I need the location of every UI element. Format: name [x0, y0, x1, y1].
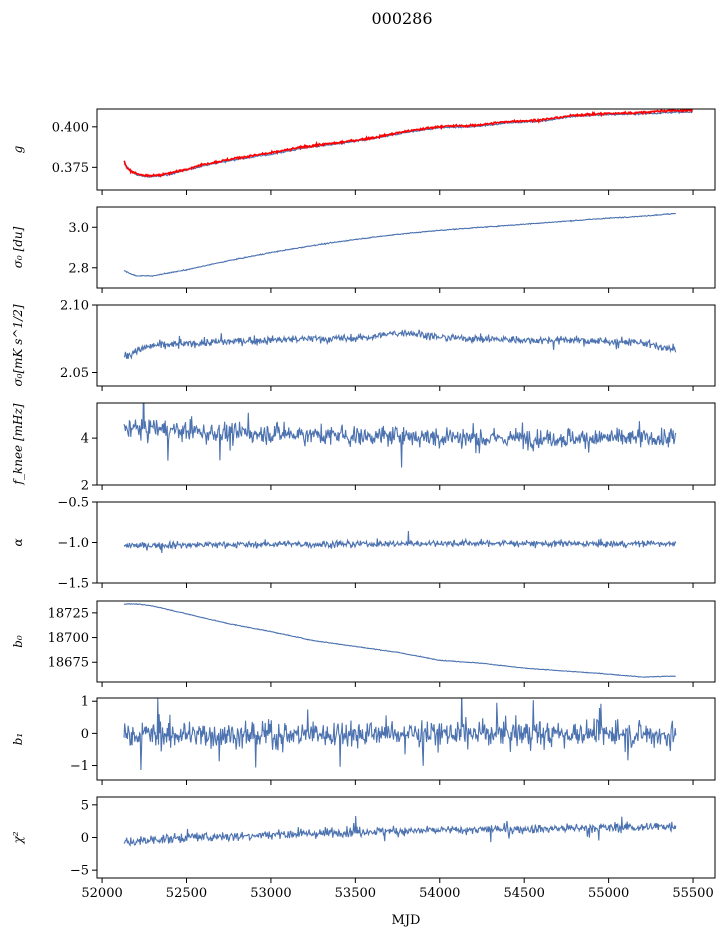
series-line	[123, 110, 693, 178]
y-tick-label: 2.8	[68, 261, 89, 276]
panel-2: 2.8 3.0 σ₀ [du]	[11, 206, 716, 293]
y-tick-label: −1.5	[57, 577, 89, 592]
x-tick-label: 54500	[504, 886, 545, 901]
y-tick-label: 18700	[48, 631, 89, 646]
axes-frame	[96, 402, 716, 486]
y-tick-label: 0.375	[52, 161, 89, 176]
axes-frame	[96, 108, 716, 191]
y-tick-label: 0	[81, 727, 89, 742]
y-tick-label: 2	[81, 479, 89, 494]
axes-frame	[96, 600, 716, 683]
panel-5: −1.5 −1.0 −0.5 α	[11, 496, 716, 592]
y-tick-label: −1.0	[57, 536, 89, 551]
series-line	[123, 109, 693, 178]
panel-3: 2.05 2.10 σ₀[mK s^1/2]	[11, 299, 716, 391]
y-axis-label: g	[11, 145, 25, 153]
panel-6: 18675 18700 18725 b₀	[11, 600, 716, 687]
panels: 0.375 0.400 g 2.8 3.0 σ₀ [du] 2.05 2.10 σ₀[mK s^…	[11, 108, 716, 901]
axes-frame	[96, 206, 716, 289]
y-axis-label: b₀	[11, 635, 25, 648]
y-tick-label: 0.400	[52, 120, 89, 135]
y-axis-label: b₁	[11, 733, 25, 746]
axes-frame	[96, 697, 716, 781]
y-axis-label: f_knee [mHz]	[11, 403, 25, 485]
panel-1: 0.375 0.400 g	[11, 108, 716, 195]
y-axis-label: σ₀ [du]	[11, 226, 25, 268]
figure-title: 000286	[371, 9, 432, 28]
series-line	[123, 602, 676, 678]
y-tick-label: 4	[81, 432, 89, 447]
y-tick-label: 3.0	[68, 221, 89, 236]
series-line	[123, 815, 677, 847]
y-axis-label: σ₀[mK s^1/2]	[11, 304, 25, 386]
x-tick-label: 53500	[335, 886, 376, 901]
y-tick-label: 18675	[48, 656, 89, 671]
x-axis-label: MJD	[392, 913, 421, 928]
series-line	[123, 403, 677, 468]
x-tick-label: 54000	[419, 886, 460, 901]
y-tick-label: 5	[81, 798, 89, 813]
y-tick-label: 0	[81, 831, 89, 846]
y-tick-label: 1	[81, 695, 89, 710]
axes-frame	[96, 304, 716, 387]
x-tick-label: 52500	[166, 886, 207, 901]
y-tick-label: −1	[70, 759, 89, 774]
y-tick-label: 18725	[48, 606, 89, 621]
panel-8: −5 0 5 52000 52500 53000 53500 54000 54500 55000 5…	[11, 796, 716, 901]
panel-7: −1 0 1 b₁	[11, 695, 716, 785]
x-tick-label: 55500	[672, 886, 713, 901]
panel-4: 2 4 f_knee [mHz]	[11, 402, 716, 494]
y-axis-label: χ²	[11, 831, 25, 844]
series-line	[123, 530, 677, 554]
x-tick-label: 53000	[250, 886, 291, 901]
x-tick-label: 52000	[81, 886, 122, 901]
series-line	[123, 212, 676, 277]
y-tick-label: −5	[70, 864, 89, 879]
series-line	[123, 329, 677, 360]
y-tick-label: 2.10	[60, 299, 89, 314]
x-tick-label: 55000	[588, 886, 629, 901]
series-line	[123, 698, 677, 771]
y-tick-label: 2.05	[60, 366, 89, 381]
y-tick-label: −0.5	[57, 496, 89, 511]
y-axis-label: α	[11, 538, 25, 546]
